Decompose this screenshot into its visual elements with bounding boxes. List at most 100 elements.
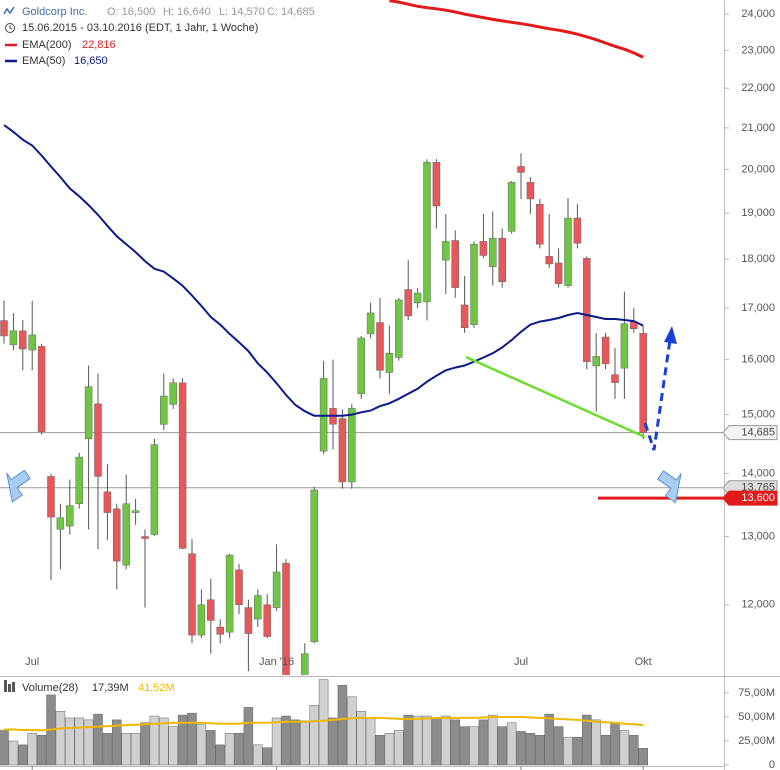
candle-body [197, 604, 206, 636]
volume-bar [18, 744, 28, 766]
quote-high: H: 16,640 [163, 6, 211, 18]
volume-bar [394, 730, 404, 766]
candle-body [254, 595, 262, 620]
volume-bar [553, 726, 564, 766]
volume-bar [337, 685, 348, 766]
candle-body [244, 607, 253, 634]
volume-bar [140, 722, 150, 766]
candle-body [357, 337, 365, 395]
candle-body [498, 237, 506, 283]
volume-bar [478, 719, 489, 766]
candle-body [376, 322, 384, 371]
volume-bar [318, 679, 329, 766]
volume-bar [516, 731, 526, 766]
legend-value: 22,816 [82, 39, 116, 51]
volume-bar [572, 736, 583, 766]
volume-bar [365, 717, 376, 766]
volume-bar [262, 747, 272, 766]
legend-label: EMA(50) [22, 55, 65, 67]
candle-body [310, 489, 318, 642]
volume-bar [591, 719, 601, 766]
volume-bar [412, 715, 423, 766]
candle-body [404, 289, 412, 317]
volume-bar [459, 726, 470, 766]
price-label: 14,685 [741, 427, 775, 439]
volume-bar [281, 715, 291, 766]
candle-body [338, 418, 347, 483]
candle-body [282, 562, 290, 675]
candle-body [188, 553, 196, 636]
volume-icon [4, 680, 7, 692]
candle-body [479, 241, 488, 256]
candle-body [489, 237, 497, 268]
candle-body [225, 554, 234, 633]
clock-hands [9, 25, 13, 30]
candle-body [160, 395, 168, 425]
candle-body [442, 241, 450, 261]
volume-bar [27, 733, 37, 766]
candle-body [432, 161, 441, 207]
y-tick-label: 12,000 [741, 599, 775, 611]
candle-body [423, 161, 431, 303]
volume-icon [12, 682, 15, 692]
candle-body [460, 304, 469, 328]
candle-body [28, 334, 36, 351]
volume-bar [488, 714, 498, 766]
candle-body [56, 517, 65, 530]
candle-body [292, 687, 299, 703]
volume-bar [375, 734, 385, 766]
chart-subtitle: 15.06.2015 - 03.10.2016 (EDT, 1 Jahr, 1 … [22, 22, 258, 34]
volume-bar [582, 714, 592, 766]
candle-body [413, 292, 422, 304]
candle-body [554, 262, 563, 284]
volume-bar [215, 744, 225, 766]
volume-bar [469, 726, 479, 766]
candle-body [263, 604, 271, 637]
candle-body [564, 217, 572, 286]
price-label-box [722, 425, 778, 441]
volume-bar [253, 744, 263, 766]
volume-bar [384, 733, 395, 766]
y-tick-label: 20,000 [741, 163, 775, 175]
candle-body [9, 330, 18, 346]
y-tick-label: 15,000 [741, 408, 775, 420]
y-tick-label: 16,000 [741, 353, 775, 365]
candle-body [348, 408, 356, 483]
candle-body [235, 569, 243, 605]
candle-body [470, 243, 478, 325]
price-panel [0, 0, 724, 703]
y-tick-label: 22,000 [741, 82, 775, 94]
clock-icon [5, 23, 15, 33]
candle-body [141, 536, 149, 539]
volume-bar [441, 715, 451, 766]
volume-bar [130, 733, 141, 766]
price-label: 13,600 [741, 492, 775, 504]
candle-body [37, 346, 46, 433]
volume-tick-label: 25,00M [738, 735, 775, 747]
volume-tick-label: 75,00M [738, 687, 775, 699]
volume-bar [121, 733, 131, 766]
trend-line [465, 355, 646, 439]
ema-line [3, 124, 644, 417]
y-tick-label: 13,000 [741, 530, 775, 542]
price-label-box [722, 490, 778, 506]
candle-body [150, 444, 159, 535]
volume-bar [55, 710, 66, 766]
candle-body [395, 299, 403, 358]
volume-bar [159, 717, 169, 766]
volume-legend-value: 17,39M [92, 682, 129, 694]
candle-body [526, 182, 535, 200]
volume-bar [347, 696, 357, 766]
candle-body [94, 403, 102, 477]
x-tick-label: Jul [514, 656, 528, 668]
volume-bar [629, 734, 639, 766]
chart-title: Goldcorp Inc. [22, 6, 87, 18]
candle-body [113, 508, 121, 562]
volume-bar [93, 713, 103, 766]
volume-tick-label: 50,00M [738, 711, 775, 723]
volume-bar [300, 720, 310, 766]
volume-bar [206, 730, 216, 766]
candle-body [583, 258, 591, 362]
